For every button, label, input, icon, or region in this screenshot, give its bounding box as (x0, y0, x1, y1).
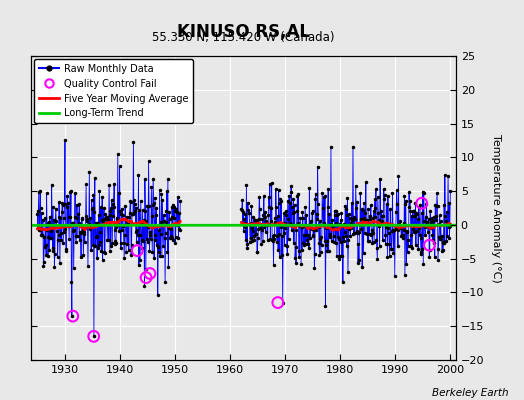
Legend: Raw Monthly Data, Quality Control Fail, Five Year Moving Average, Long-Term Tren: Raw Monthly Data, Quality Control Fail, … (35, 59, 193, 123)
Text: 55.330 N, 115.420 W (Canada): 55.330 N, 115.420 W (Canada) (152, 31, 335, 44)
Point (425, 242, 434, 248)
Point (142, 274, 150, 281)
Text: Berkeley Earth: Berkeley Earth (432, 388, 508, 398)
Point (69, 313, 77, 319)
Point (90, 333, 98, 340)
Point (133, 247, 141, 254)
Title: KINUSO RS,AL: KINUSO RS,AL (177, 22, 310, 40)
Point (418, 200, 426, 206)
Y-axis label: Temperature Anomaly (°C): Temperature Anomaly (°C) (491, 134, 501, 282)
Point (146, 270, 154, 277)
Point (274, 299, 282, 306)
